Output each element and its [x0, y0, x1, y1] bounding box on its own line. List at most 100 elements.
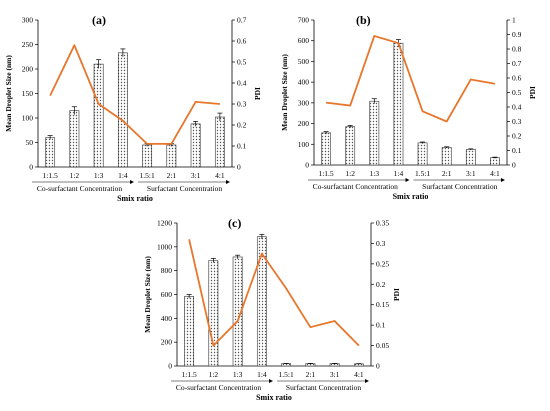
panel-label: (c) — [228, 216, 241, 230]
y2-tick-label: 0.3 — [376, 239, 386, 248]
x-tick-label: 1:3 — [94, 171, 104, 180]
x-tick-label: 1:2 — [209, 370, 219, 379]
bar — [166, 144, 177, 168]
x-tick-label: 1:2 — [345, 169, 355, 178]
arrow-head-icon — [130, 180, 134, 184]
y2-tick-label: 0.7 — [237, 16, 247, 25]
y2-tick-label: 0.4 — [512, 103, 522, 112]
y2-tick-label: 0 — [512, 161, 516, 170]
x-tick-label: 1:1.5 — [182, 370, 197, 379]
y-tick-label: 1200 — [157, 219, 172, 228]
y-tick-label: 50 — [26, 138, 34, 147]
arrow-head-icon — [269, 379, 273, 383]
x-tick-label: 1:2 — [70, 171, 80, 180]
x-tick-label: 1:3 — [370, 169, 380, 178]
y2-tick-label: 0.3 — [237, 100, 247, 109]
bar — [117, 52, 128, 168]
bar — [69, 110, 80, 168]
group-label: Surfactant Concentration — [286, 383, 361, 392]
arrow-head-icon — [365, 379, 369, 383]
y2-tick-label: 0.7 — [512, 59, 522, 68]
y-tick-label: 1000 — [157, 242, 172, 251]
panel-label: (b) — [356, 13, 371, 27]
x-tick-label: 4:1 — [490, 169, 500, 178]
y2-tick-label: 0.8 — [512, 45, 522, 54]
x-tick-label: 1:3 — [233, 370, 243, 379]
chart-panel-2: 0 100 200 300 400 500 600 700 0 0.1 0.2 0.3 0.4 0.5 0.… — [280, 13, 537, 201]
y2-tick-label: 0.9 — [512, 30, 522, 39]
bar — [142, 144, 153, 168]
bar — [208, 260, 219, 367]
y2-tick-label: 0 — [376, 362, 380, 371]
y-tick-label: 700 — [298, 16, 310, 25]
x-tick-label: 4:1 — [215, 171, 225, 180]
y-axis-title: Mean Droplet Size (nm) — [4, 55, 13, 132]
y-tick-label: 0 — [168, 362, 172, 371]
x-tick-label: 1.5:1 — [140, 171, 155, 180]
pdi-line — [49, 44, 220, 145]
y-tick-label: 800 — [161, 266, 173, 275]
y2-tick-label: 0.35 — [376, 219, 389, 228]
y2-tick-label: 0.25 — [376, 259, 389, 268]
chart-panel-1: 0 50 100 150 200 250 300 0 0.1 0.2 0.3 0.4 0.5 0.6 0.7… — [4, 13, 262, 203]
y-tick-label: 0 — [29, 163, 33, 172]
y2-tick-label: 0.2 — [376, 280, 386, 289]
bar — [281, 363, 292, 367]
y2-axis-title: PDI — [392, 288, 401, 301]
x-tick-label: 1.5:1 — [279, 370, 294, 379]
y-tick-label: 100 — [22, 114, 34, 123]
arrow-head-icon — [501, 178, 505, 182]
y2-tick-label: 0.5 — [237, 58, 247, 67]
bar — [393, 42, 404, 166]
y-tick-label: 300 — [22, 16, 34, 25]
x-tick-label: 3:1 — [191, 171, 201, 180]
arrow-head-icon — [226, 180, 230, 184]
y-tick-label: 400 — [161, 314, 173, 323]
x-tick-label: 3:1 — [466, 169, 476, 178]
bar — [353, 363, 364, 367]
chart-panel-3: 0 200 400 600 800 1000 1200 0 0.05 0.1 0.15 0.2 0.25… — [143, 216, 401, 402]
y-tick-label: 150 — [22, 89, 34, 98]
y2-axis-title: PDI — [528, 86, 537, 99]
bar — [369, 100, 380, 166]
bar — [45, 137, 56, 168]
y2-tick-label: 0.1 — [376, 321, 386, 330]
x-axis-title: Smix ratio — [117, 194, 153, 203]
x-tick-label: 2:1 — [167, 171, 177, 180]
y-tick-label: 200 — [22, 65, 34, 74]
x-tick-label: 1:1.5 — [43, 171, 58, 180]
pdi-line — [188, 239, 360, 347]
x-tick-label: 3:1 — [330, 370, 340, 379]
x-tick-label: 1:4 — [118, 171, 128, 180]
y2-tick-label: 1 — [512, 16, 516, 25]
y2-tick-label: 0.4 — [237, 79, 247, 88]
y-tick-label: 200 — [298, 119, 310, 128]
bar — [93, 63, 104, 168]
y-tick-label: 100 — [298, 140, 310, 149]
y-tick-label: 400 — [298, 78, 310, 87]
x-axis-title: Smix ratio — [256, 393, 292, 402]
y2-tick-label: 0.6 — [237, 37, 247, 46]
y-tick-label: 500 — [298, 57, 310, 66]
group-label: Surfactant Concentration — [422, 182, 497, 191]
pdi-line — [325, 35, 496, 123]
bar — [329, 363, 340, 367]
bar — [190, 123, 201, 168]
x-tick-label: 2:1 — [306, 370, 316, 379]
arrow-head-icon — [405, 178, 410, 182]
bar — [214, 116, 225, 168]
group-label: Co-surfactant Concentration — [37, 184, 122, 193]
bar — [465, 149, 476, 166]
y2-tick-label: 0.05 — [376, 341, 389, 350]
y2-tick-label: 0.1 — [512, 146, 522, 155]
group-label: Surfactant Concentration — [147, 184, 222, 193]
y-tick-label: 600 — [161, 290, 173, 299]
x-tick-label: 1:4 — [394, 169, 404, 178]
panel-label: (a) — [92, 13, 106, 27]
x-tick-label: 1:1.5 — [318, 169, 333, 178]
y2-tick-label: 0.1 — [237, 142, 247, 151]
bar — [441, 147, 452, 166]
y-tick-label: 200 — [161, 338, 173, 347]
x-tick-label: 1.5:1 — [415, 169, 430, 178]
